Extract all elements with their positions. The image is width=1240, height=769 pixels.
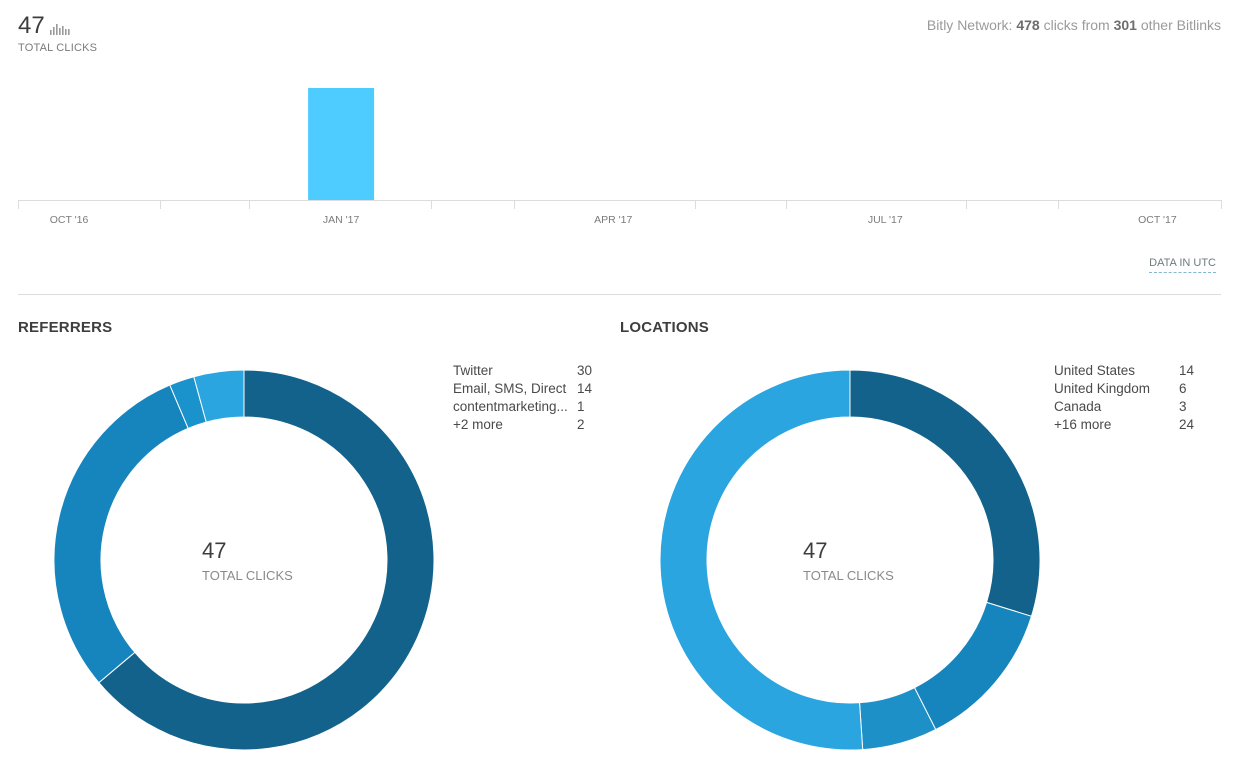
chart-bar[interactable] <box>308 88 375 200</box>
referrers-center-label: TOTAL CLICKS <box>202 568 293 583</box>
legend-name: Twitter <box>453 363 493 378</box>
referrers-title: REFERRERS <box>18 319 113 336</box>
legend-value: 14 <box>1179 363 1195 378</box>
donut-slice[interactable] <box>660 370 864 750</box>
x-tick-label: OCT '17 <box>1138 214 1177 226</box>
legend-name: United Kingdom <box>1054 381 1151 396</box>
legend-value: 3 <box>1179 399 1187 414</box>
bar-chart-icon <box>50 24 70 35</box>
referrers-donut-chart <box>54 370 434 750</box>
clicks-timeline-chart: OCT '16 JAN '17 APR '17 JUL '17 OCT '17 <box>18 88 1222 226</box>
legend-name: contentmarketing... <box>453 399 568 414</box>
donut-slice[interactable] <box>193 370 245 423</box>
donut-slice[interactable] <box>54 384 189 684</box>
network-prefix: Bitly Network: <box>926 17 1013 33</box>
legend-name: Canada <box>1054 399 1102 414</box>
donut-slice[interactable] <box>913 601 1033 731</box>
legend-value: 24 <box>1179 417 1195 432</box>
network-suffix: other Bitlinks <box>1140 17 1221 33</box>
referrers-center-value: 47 <box>202 538 227 563</box>
x-tick-label: APR '17 <box>594 214 632 226</box>
network-mid: clicks from <box>1043 17 1110 33</box>
x-tick-label: JUL '17 <box>868 214 903 226</box>
locations-title: LOCATIONS <box>620 319 710 336</box>
locations-center-label: TOTAL CLICKS <box>803 568 894 583</box>
x-tick-label: OCT '16 <box>50 214 89 226</box>
legend-value: 6 <box>1179 381 1187 396</box>
legend-name: United States <box>1054 363 1136 378</box>
bitly-network-summary: Bitly Network: 478 clicks from 301 other… <box>927 17 1221 33</box>
legend-value: 30 <box>577 363 593 378</box>
data-in-utc-toggle[interactable]: DATA IN UTC <box>1149 257 1216 273</box>
locations-center-value: 47 <box>803 538 828 563</box>
x-tick-label: JAN '17 <box>323 214 360 226</box>
legend-value: 2 <box>577 417 585 432</box>
locations-donut-chart <box>660 370 1040 750</box>
legend-value: 1 <box>577 399 585 414</box>
legend-name: +16 more <box>1054 417 1112 432</box>
legend-name: Email, SMS, Direct <box>453 381 567 396</box>
legend-name: +2 more <box>453 417 503 432</box>
donut-slice[interactable] <box>98 370 434 750</box>
network-clicks: 478 <box>1016 17 1040 33</box>
total-clicks-count: 47 <box>18 12 45 39</box>
total-clicks-label: TOTAL CLICKS <box>18 42 98 54</box>
legend-value: 14 <box>577 381 593 396</box>
network-bitlinks: 301 <box>1113 17 1137 33</box>
section-divider <box>18 294 1221 295</box>
